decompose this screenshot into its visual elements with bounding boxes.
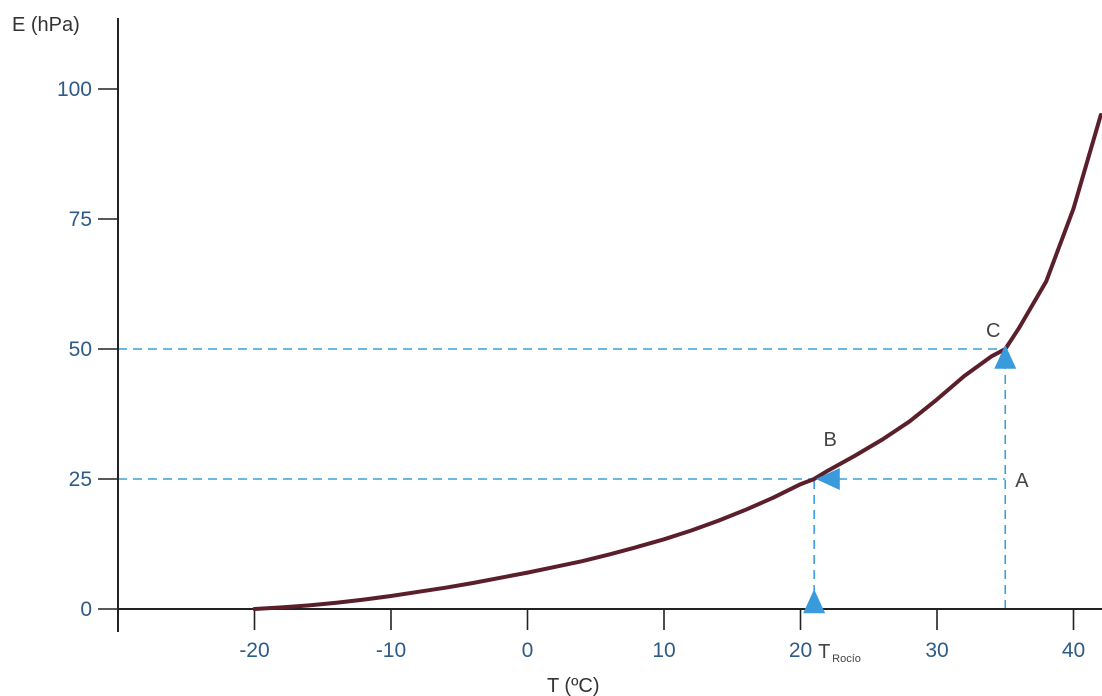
x-tick-label: 0 [522, 639, 534, 662]
y-tick-label: 0 [80, 598, 92, 621]
arrow-head-up [994, 344, 1017, 369]
point-label-b: B [823, 429, 836, 451]
saturation-curve [252, 113, 1102, 611]
y-tick-label: 50 [69, 338, 92, 361]
dew-point-subscript: Rocío [832, 653, 861, 665]
point-label-c: C [986, 320, 1000, 342]
arrow-head-left [815, 468, 840, 490]
labels: A B C T Rocío [818, 320, 1029, 665]
y-tick-label: 25 [69, 468, 92, 491]
x-tick-label: -20 [239, 639, 269, 662]
arrow-head-up [803, 589, 826, 614]
arrows [803, 344, 1017, 614]
axes: 0 25 50 75 100 -20 -10 0 10 20 30 40 [57, 18, 1102, 662]
dew-point-label: T [818, 641, 830, 663]
y-tick-label: 100 [57, 78, 92, 101]
x-tick-label: -10 [376, 639, 406, 662]
x-tick-label: 30 [925, 639, 948, 662]
guide-lines [118, 348, 1007, 609]
x-tick-label: 40 [1062, 639, 1085, 662]
y-axis-title: E (hPa) [12, 14, 80, 36]
point-label-a: A [1015, 470, 1029, 492]
curve-layer [252, 113, 1102, 611]
y-tick-label: 75 [69, 208, 92, 231]
x-axis-title: T (ºC) [547, 675, 599, 696]
x-tick-label: 10 [652, 639, 675, 662]
x-tick-label: 20 [789, 639, 812, 662]
